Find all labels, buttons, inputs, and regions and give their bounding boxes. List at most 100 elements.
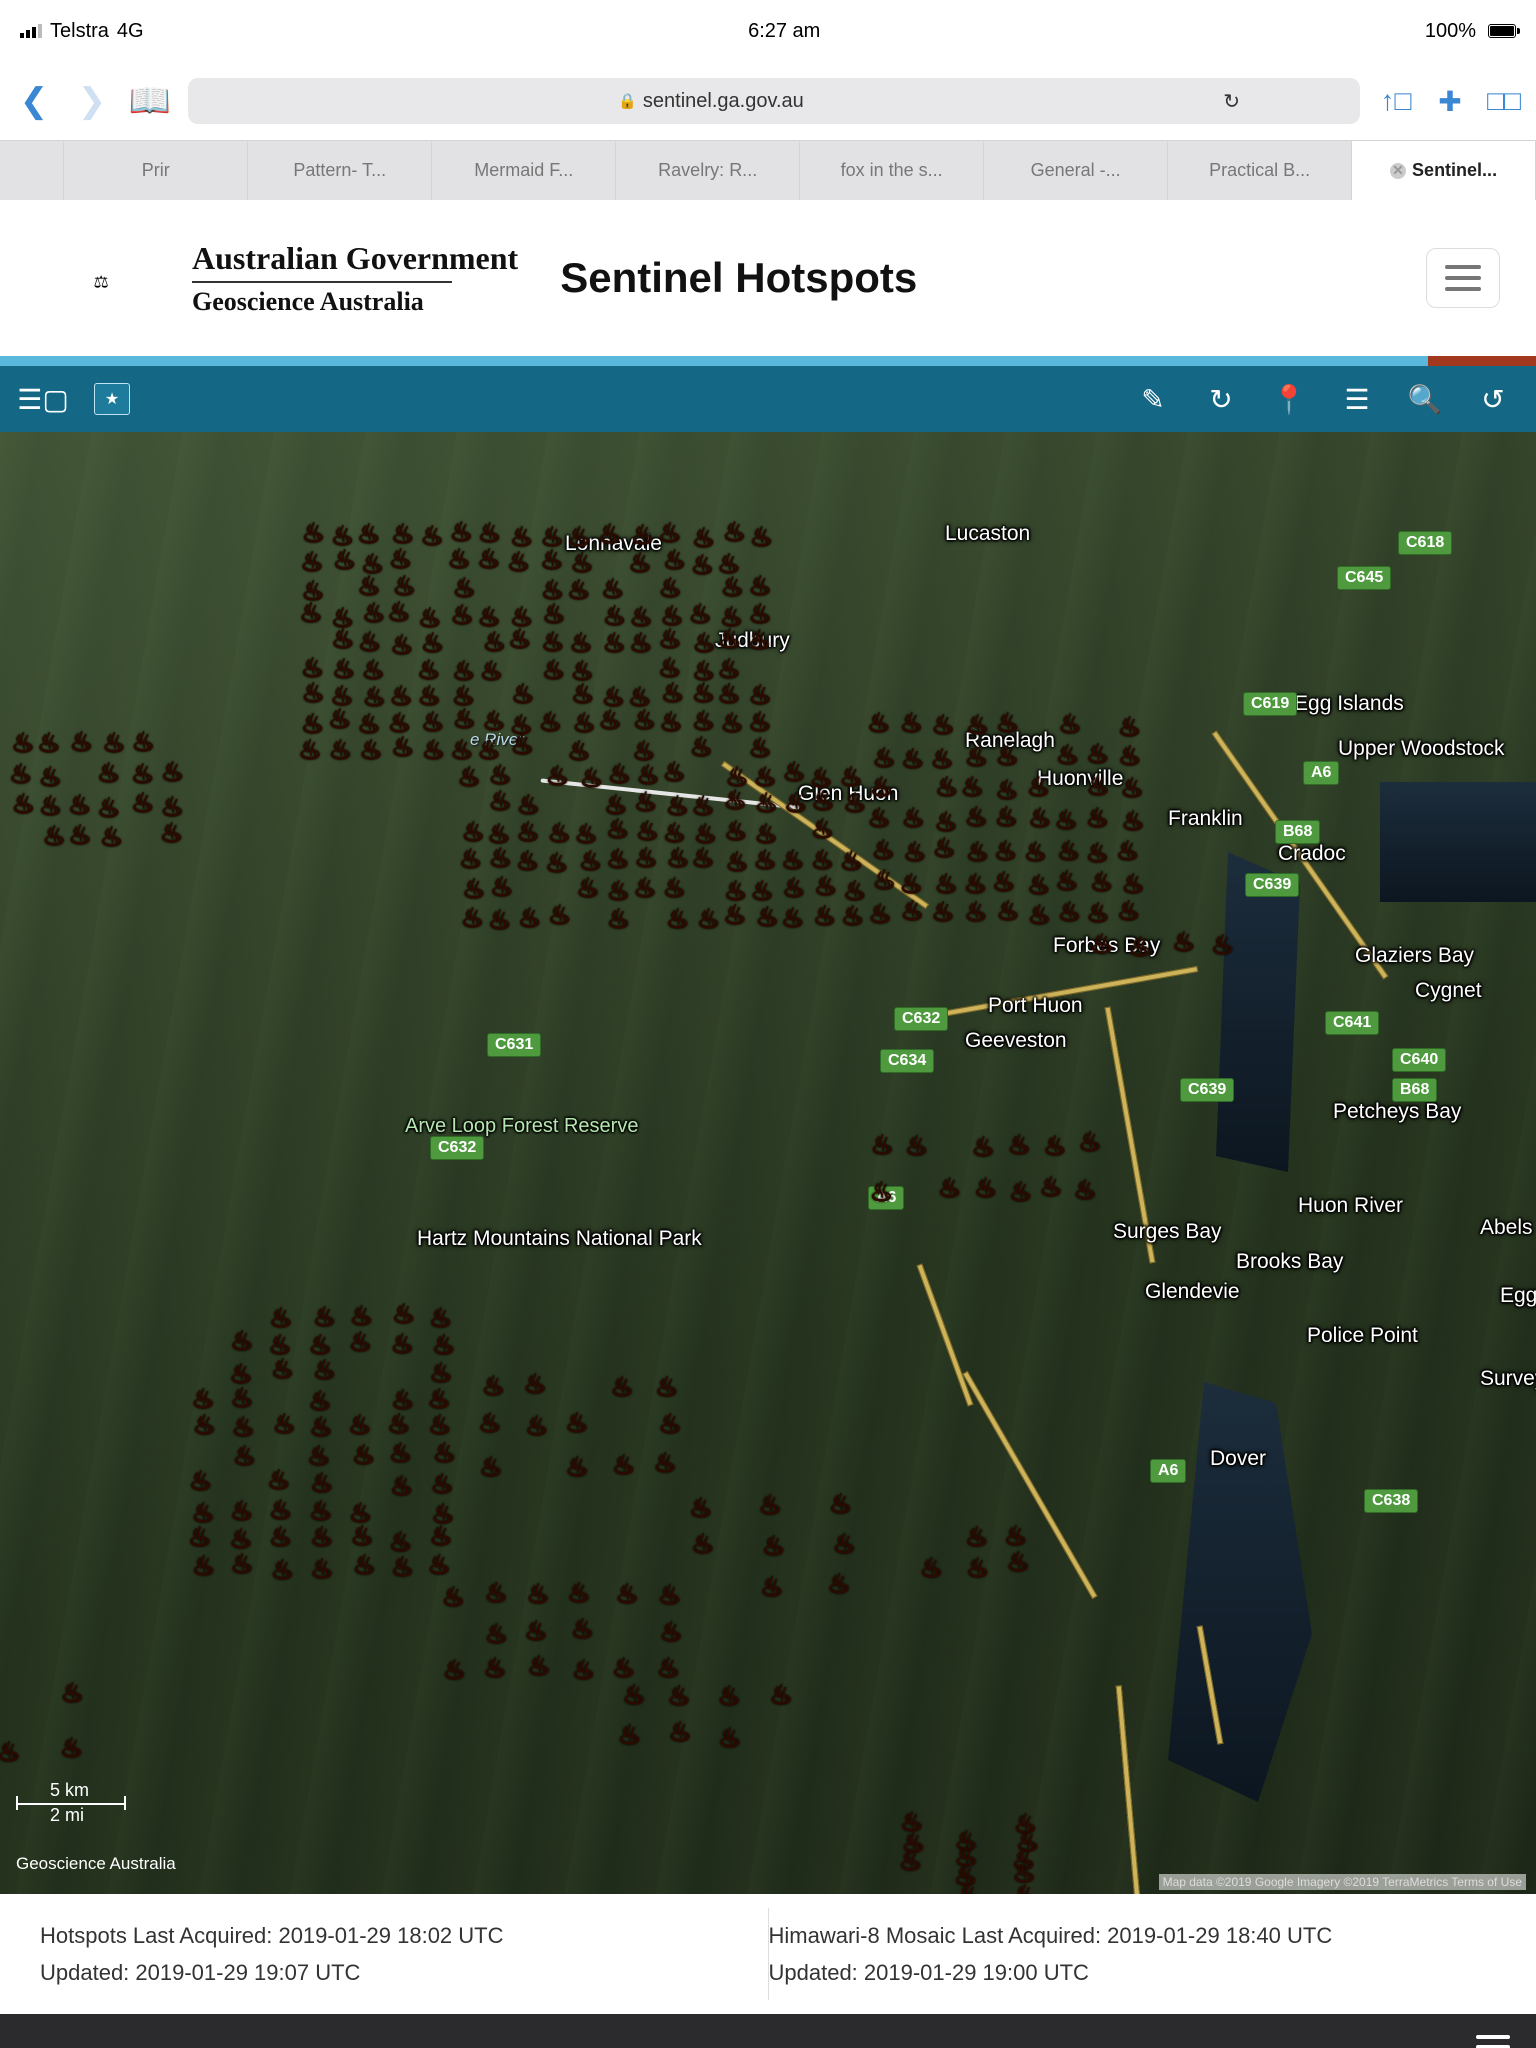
hotspot-flame-purple[interactable]: ♨ bbox=[663, 759, 686, 785]
main-menu-button[interactable] bbox=[1426, 248, 1500, 308]
bottom-menu-button[interactable] bbox=[1476, 2035, 1510, 2048]
hotspot-flame-orange[interactable]: ♨ bbox=[1118, 714, 1141, 740]
hotspot-flame-orange[interactable]: ♨ bbox=[462, 819, 485, 845]
hotspot-flame-white[interactable]: ♨ bbox=[616, 1581, 639, 1607]
hotspot-flame-yellow[interactable]: ♨ bbox=[601, 576, 624, 602]
hotspot-flame-red[interactable]: ♨ bbox=[692, 793, 715, 819]
hotspot-flame-white[interactable]: ♨ bbox=[663, 875, 686, 901]
hotspot-flame-yellow[interactable]: ♨ bbox=[271, 1356, 294, 1382]
hotspot-flame-orange[interactable]: ♨ bbox=[568, 524, 591, 550]
hotspot-flame-orange[interactable]: ♨ bbox=[566, 1454, 589, 1480]
hotspot-flame-yellow[interactable]: ♨ bbox=[782, 875, 805, 901]
hotspot-flame-yellow[interactable]: ♨ bbox=[517, 792, 540, 818]
hotspot-flame-yellow[interactable]: ♨ bbox=[230, 1498, 253, 1524]
hotspot-flame-red[interactable]: ♨ bbox=[902, 805, 925, 831]
hotspot-flame-orange[interactable]: ♨ bbox=[189, 1468, 212, 1494]
hotspot-flame-red[interactable]: ♨ bbox=[966, 839, 989, 865]
hotspot-flame-white[interactable]: ♨ bbox=[1086, 741, 1109, 767]
hotspot-flame-red[interactable]: ♨ bbox=[511, 732, 534, 758]
hotspot-flame-red[interactable]: ♨ bbox=[606, 816, 629, 842]
hotspot-flame-red[interactable]: ♨ bbox=[996, 743, 1019, 769]
hotspot-flame-orange[interactable]: ♨ bbox=[867, 710, 890, 736]
hotspot-flame-orange[interactable]: ♨ bbox=[68, 822, 91, 848]
hotspot-flame-yellow[interactable]: ♨ bbox=[427, 1552, 450, 1578]
hotspot-flame-red[interactable]: ♨ bbox=[569, 630, 592, 656]
hotspot-flame-orange[interactable]: ♨ bbox=[1129, 934, 1152, 960]
hotspot-flame-white[interactable]: ♨ bbox=[230, 1385, 253, 1411]
tab-sentinel-[interactable]: ✕ Sentinel... bbox=[1352, 141, 1536, 200]
hotspot-flame-white[interactable]: ♨ bbox=[299, 600, 322, 626]
tab-fox-in-the-s-[interactable]: fox in the s... bbox=[800, 141, 984, 200]
hotspot-flame-white[interactable]: ♨ bbox=[545, 850, 568, 876]
hotspot-flame-red[interactable]: ♨ bbox=[571, 681, 594, 707]
hotspot-flame-red[interactable]: ♨ bbox=[965, 804, 988, 830]
hotspot-flame-orange[interactable]: ♨ bbox=[654, 1450, 677, 1476]
hotspot-flame-orange[interactable]: ♨ bbox=[421, 630, 444, 656]
hotspot-flame-red[interactable]: ♨ bbox=[389, 1529, 412, 1555]
hotspot-flame-orange[interactable]: ♨ bbox=[9, 761, 32, 787]
hotspot-flame-yellow[interactable]: ♨ bbox=[12, 791, 35, 817]
hotspot-flame-red[interactable]: ♨ bbox=[660, 1619, 683, 1645]
hotspot-flame-yellow[interactable]: ♨ bbox=[458, 764, 481, 790]
hotspot-flame-yellow[interactable]: ♨ bbox=[518, 905, 541, 931]
hotspot-flame-yellow[interactable]: ♨ bbox=[70, 729, 93, 755]
hotspot-flame-red[interactable]: ♨ bbox=[622, 1682, 645, 1708]
hotspot-flame-yellow[interactable]: ♨ bbox=[994, 838, 1017, 864]
hotspot-flame-red[interactable]: ♨ bbox=[301, 711, 324, 737]
url-text[interactable]: sentinel.ga.gov.au bbox=[643, 90, 804, 113]
hotspot-flame-red[interactable]: ♨ bbox=[753, 764, 776, 790]
location-pin-icon[interactable]: 📍 bbox=[1272, 383, 1306, 416]
hotspot-flame-red[interactable]: ♨ bbox=[490, 874, 513, 900]
hotspot-flame-orange[interactable]: ♨ bbox=[827, 1571, 850, 1597]
hotspot-flame-white[interactable]: ♨ bbox=[390, 1473, 413, 1499]
hotspot-flame-orange[interactable]: ♨ bbox=[692, 708, 715, 734]
hotspot-flame-white[interactable]: ♨ bbox=[618, 1722, 641, 1748]
hotspot-flame-yellow[interactable]: ♨ bbox=[692, 680, 715, 706]
hotspot-flame-red[interactable]: ♨ bbox=[488, 762, 511, 788]
hotspot-flame-yellow[interactable]: ♨ bbox=[428, 1412, 451, 1438]
hotspot-flame-red[interactable]: ♨ bbox=[1055, 868, 1078, 894]
hotspot-flame-red[interactable]: ♨ bbox=[724, 787, 747, 813]
hotspot-flame-yellow[interactable]: ♨ bbox=[359, 737, 382, 763]
hotspot-flame-orange[interactable]: ♨ bbox=[488, 907, 511, 933]
hotspot-flame-red[interactable]: ♨ bbox=[100, 824, 123, 850]
hotspot-flame-red[interactable]: ♨ bbox=[43, 823, 66, 849]
hotspot-flame-red[interactable]: ♨ bbox=[348, 1412, 371, 1438]
hotspot-flame-red[interactable]: ♨ bbox=[387, 1411, 410, 1437]
hotspot-flame-orange[interactable]: ♨ bbox=[1211, 932, 1234, 958]
hotspot-flame-red[interactable]: ♨ bbox=[389, 546, 412, 572]
hotspot-flame-orange[interactable]: ♨ bbox=[539, 709, 562, 735]
hotspot-flame-yellow[interactable]: ♨ bbox=[1056, 742, 1079, 768]
hotspot-flame-white[interactable]: ♨ bbox=[269, 1305, 292, 1331]
hotspot-flame-white[interactable]: ♨ bbox=[489, 845, 512, 871]
hotspot-flame-yellow[interactable]: ♨ bbox=[964, 871, 987, 897]
hotspot-flame-orange[interactable]: ♨ bbox=[418, 683, 441, 709]
hotspot-flame-yellow[interactable]: ♨ bbox=[193, 1412, 216, 1438]
hotspot-flame-white[interactable]: ♨ bbox=[725, 849, 748, 875]
hotspot-flame-white[interactable]: ♨ bbox=[565, 1410, 588, 1436]
back-button[interactable]: ❮ bbox=[14, 81, 54, 121]
hotspot-flame-orange[interactable]: ♨ bbox=[840, 848, 863, 874]
hotspot-flame-red[interactable]: ♨ bbox=[97, 795, 120, 821]
hotspot-flame-white[interactable]: ♨ bbox=[1058, 899, 1081, 925]
hotspot-flame-red[interactable]: ♨ bbox=[489, 788, 512, 814]
hotspot-flame-red[interactable]: ♨ bbox=[567, 738, 590, 764]
tab-blank[interactable] bbox=[0, 141, 64, 200]
hotspot-flame-yellow[interactable]: ♨ bbox=[748, 709, 771, 735]
hotspot-flame-orange[interactable]: ♨ bbox=[658, 520, 681, 546]
hotspot-flame-red[interactable]: ♨ bbox=[357, 573, 380, 599]
hotspot-flame-orange[interactable]: ♨ bbox=[478, 1410, 501, 1436]
hotspot-flame-red[interactable]: ♨ bbox=[872, 837, 895, 863]
hotspot-flame-orange[interactable]: ♨ bbox=[430, 1471, 453, 1497]
hotspot-flame-red[interactable]: ♨ bbox=[421, 709, 444, 735]
hotspot-flame-red[interactable]: ♨ bbox=[1043, 1133, 1066, 1159]
hotspot-flame-red[interactable]: ♨ bbox=[657, 1655, 680, 1681]
hotspot-flame-white[interactable]: ♨ bbox=[1028, 902, 1051, 928]
hotspot-flame-purple[interactable]: ♨ bbox=[310, 1556, 333, 1582]
hotspot-flame-orange[interactable]: ♨ bbox=[269, 1497, 292, 1523]
hotspot-flame-purple[interactable]: ♨ bbox=[443, 1657, 466, 1683]
hotspot-flame-orange[interactable]: ♨ bbox=[691, 845, 714, 871]
hotspot-flame-yellow[interactable]: ♨ bbox=[132, 729, 155, 755]
close-tab-icon[interactable]: ✕ bbox=[1390, 163, 1406, 179]
search-icon[interactable]: 🔍 bbox=[1408, 383, 1442, 416]
